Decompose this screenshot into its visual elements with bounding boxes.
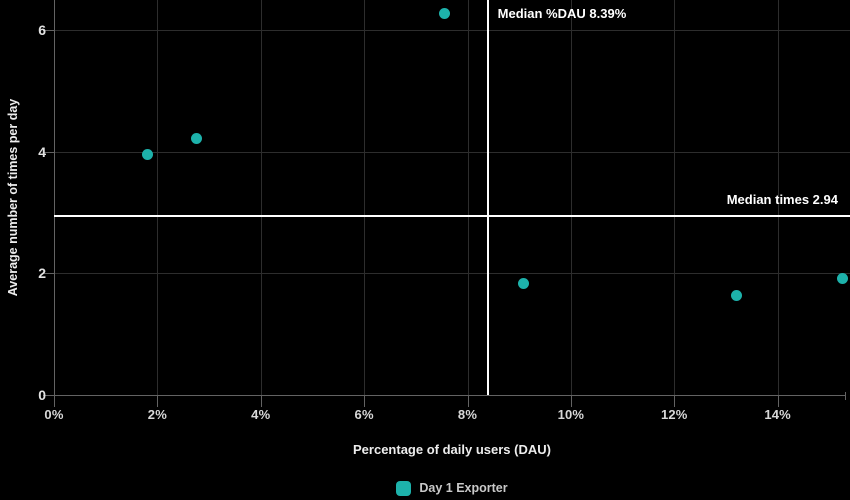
median-dau-line — [486, 0, 489, 395]
data-point[interactable] — [190, 133, 202, 145]
x-tick-10% — [570, 395, 572, 407]
y-tick-label-0: 0 — [38, 387, 46, 403]
x-tick-label-6%: 6% — [354, 407, 374, 422]
x-tick-14% — [777, 395, 779, 407]
median-times-label: Median times 2.94 — [726, 192, 838, 208]
x-tick-label-10%: 10% — [557, 407, 585, 422]
x-tick-2% — [157, 395, 159, 407]
x-tick-label-12%: 12% — [660, 407, 688, 422]
data-point[interactable] — [836, 273, 848, 285]
gridline-y-2 — [54, 273, 850, 275]
gridline-x-4% — [260, 0, 262, 395]
x-tick-label-2%: 2% — [147, 407, 167, 422]
x-axis-line — [54, 395, 846, 396]
gridline-x-2% — [157, 0, 159, 395]
y-tick-0 — [43, 395, 54, 396]
y-tick-4 — [43, 151, 54, 153]
data-point[interactable] — [439, 8, 451, 20]
data-point[interactable] — [730, 289, 742, 301]
gridline-x-10% — [570, 0, 572, 395]
y-tick-6 — [43, 30, 54, 32]
legend-label: Day 1 Exporter — [419, 481, 508, 495]
y-axis-title: Average number of times per day — [6, 98, 20, 297]
gridline-x-14% — [777, 0, 779, 395]
median-dau-label: Median %DAU 8.39% — [497, 6, 627, 21]
x-tick-8% — [467, 395, 469, 407]
legend-marker-day1-exporter — [396, 480, 412, 496]
x-tick-label-4%: 4% — [251, 407, 271, 422]
x-tick-label-8%: 8% — [457, 407, 478, 422]
x-tick-6% — [364, 395, 366, 407]
gridline-y-6 — [54, 30, 850, 32]
gridline-y-4 — [54, 151, 850, 153]
y-tick-label-6: 6 — [38, 22, 46, 39]
x-axis-title: Percentage of daily users (DAU) — [353, 442, 551, 457]
x-tick-label-0%: 0% — [44, 407, 64, 422]
median-times-line — [54, 215, 850, 218]
y-axis-line — [54, 0, 55, 395]
y-tick-label-4: 4 — [38, 143, 46, 160]
gridline-x-12% — [674, 0, 676, 395]
x-tick-label-14%: 14% — [764, 407, 791, 422]
legend[interactable]: Day 1 Exporter — [54, 478, 850, 498]
y-tick-2 — [43, 273, 54, 275]
x-tick-0% — [54, 395, 55, 407]
data-point[interactable] — [517, 278, 529, 290]
gridline-x-6% — [364, 0, 366, 395]
y-tick-label-2: 2 — [38, 265, 46, 282]
x-tick-12% — [674, 395, 676, 407]
data-point[interactable] — [141, 149, 153, 161]
x-axis-end-cap — [845, 392, 846, 400]
x-tick-4% — [260, 395, 262, 407]
gridline-x-8% — [467, 0, 469, 395]
